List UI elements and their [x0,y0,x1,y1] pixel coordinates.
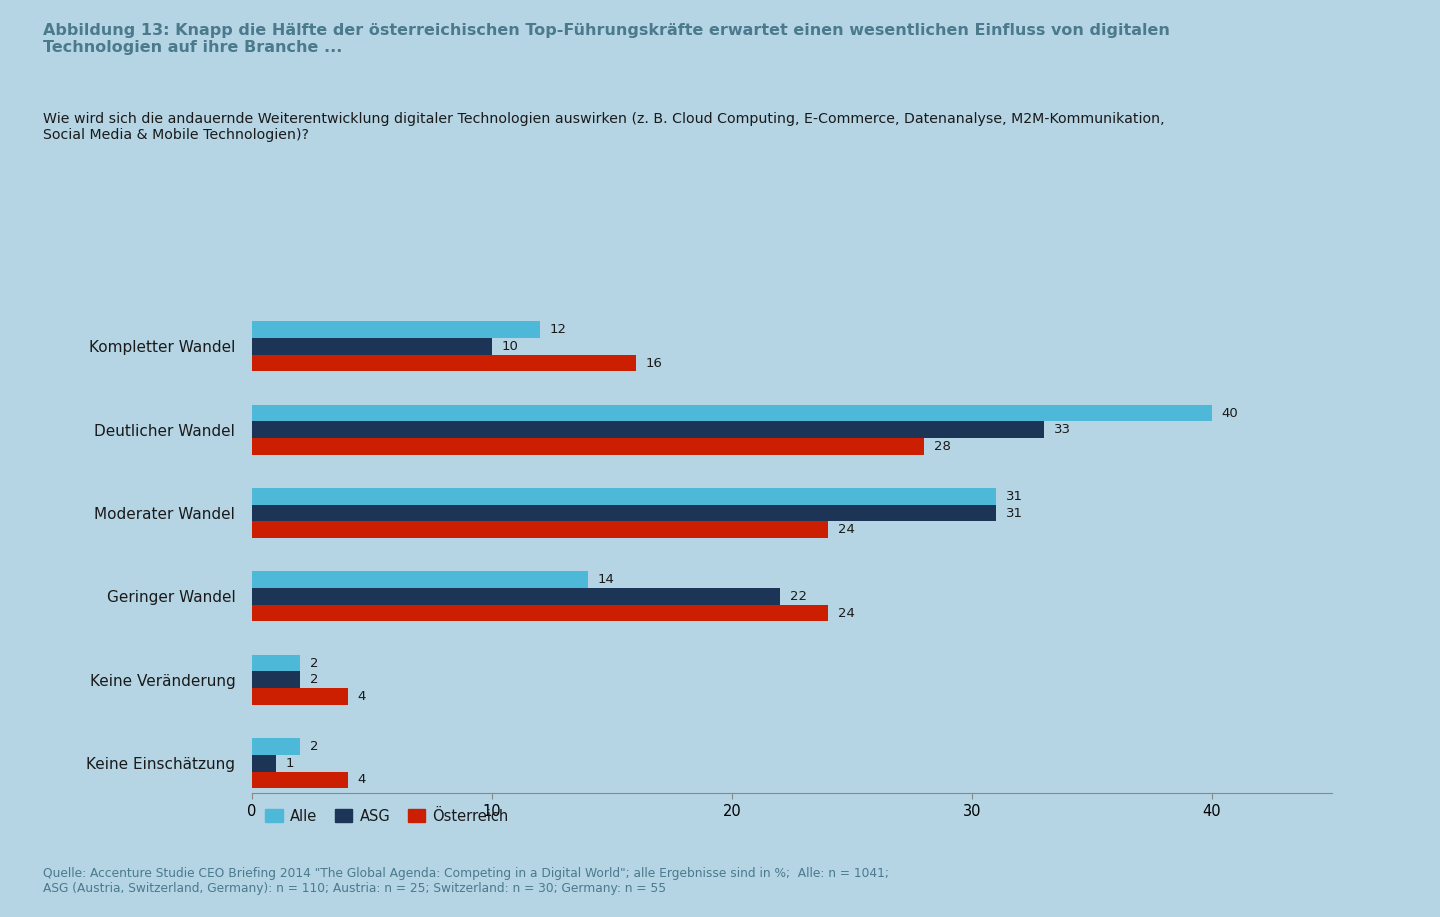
Bar [252,588,780,605]
Text: 22: 22 [789,590,806,603]
Text: 2: 2 [310,740,318,753]
Text: 28: 28 [933,440,950,453]
Text: 4: 4 [357,690,366,703]
Bar [252,771,348,789]
Bar [252,671,300,688]
Bar [252,438,924,455]
Text: 16: 16 [645,357,662,370]
Bar [252,321,540,338]
Text: 31: 31 [1005,490,1022,503]
Text: 24: 24 [838,607,854,620]
Text: Quelle: Accenture Studie CEO Briefing 2014 "The Global Agenda: Competing in a Di: Quelle: Accenture Studie CEO Briefing 20… [43,867,888,895]
Text: 10: 10 [501,340,518,353]
Bar [252,404,1212,422]
Text: 2: 2 [310,657,318,669]
Bar [252,655,300,671]
Text: Abbildung 13: Knapp die Hälfte der österreichischen Top-Führungskräfte erwartet : Abbildung 13: Knapp die Hälfte der öster… [43,23,1171,55]
Text: 14: 14 [598,573,615,586]
Bar [252,522,828,538]
Text: 2: 2 [310,673,318,686]
Bar [252,504,996,522]
Bar [252,571,588,588]
Bar [252,422,1044,438]
Bar [252,738,300,755]
Text: 1: 1 [285,757,294,769]
Text: 12: 12 [550,323,566,337]
Bar [252,605,828,622]
Text: 24: 24 [838,524,854,536]
Text: Wie wird sich die andauernde Weiterentwicklung digitaler Technologien auswirken : Wie wird sich die andauernde Weiterentwi… [43,112,1165,142]
Text: 40: 40 [1221,406,1238,420]
Text: 31: 31 [1005,506,1022,520]
Bar [252,688,348,705]
Bar [252,488,996,504]
Bar [252,338,492,355]
Text: 4: 4 [357,773,366,787]
Bar [252,355,636,371]
Bar [252,755,276,771]
Legend: Alle, ASG, Österreich: Alle, ASG, Österreich [259,802,514,830]
Text: 33: 33 [1054,424,1070,436]
